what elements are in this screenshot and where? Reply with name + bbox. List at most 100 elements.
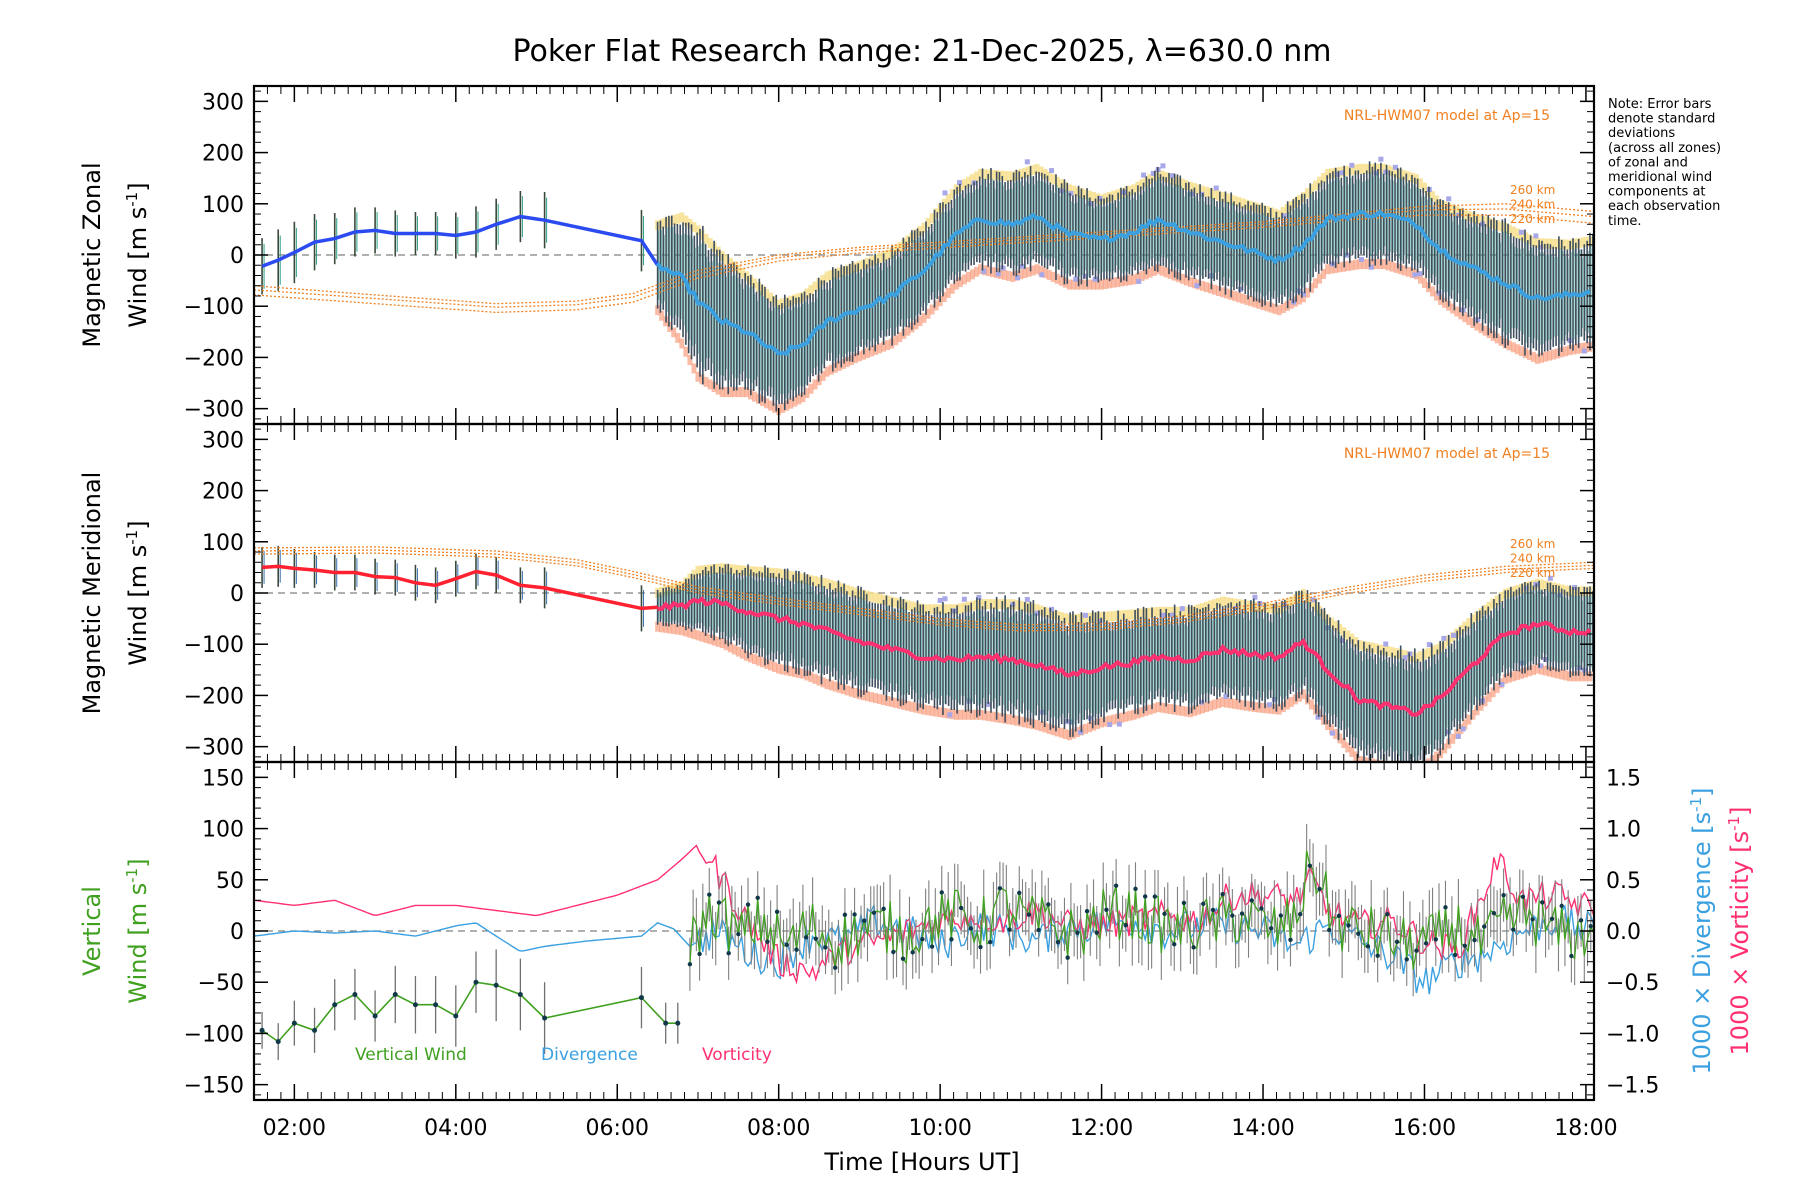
halo-mark xyxy=(800,291,806,302)
halo-mark xyxy=(1034,163,1040,174)
note-line: Note: Error bars xyxy=(1608,97,1712,112)
vertical-wind-point xyxy=(1356,931,1361,936)
x-tick-label: 18:00 xyxy=(1554,1116,1617,1141)
halo-mark xyxy=(772,568,778,579)
halo-mark xyxy=(1175,705,1181,716)
halo-mark xyxy=(1543,238,1549,249)
halo-mark xyxy=(1276,704,1282,715)
vertical-wind-point xyxy=(542,1015,548,1021)
halo-mark xyxy=(1333,728,1339,739)
halo-mark xyxy=(864,691,870,702)
halo-mark xyxy=(1228,698,1234,709)
vertical-wind-point xyxy=(1152,894,1158,899)
halo-mark xyxy=(1417,178,1423,189)
scatter-point xyxy=(947,712,953,718)
halo-mark xyxy=(1038,166,1044,177)
halo-mark xyxy=(921,312,927,323)
halo-mark xyxy=(1018,168,1024,179)
scatter-point xyxy=(1213,185,1219,191)
note-line: time. xyxy=(1608,214,1642,229)
halo-mark xyxy=(1430,191,1436,202)
scatter-point xyxy=(1446,196,1452,202)
halo-mark xyxy=(667,623,673,634)
vertical-wind-point xyxy=(1588,923,1593,929)
legend-divergence: Divergence xyxy=(541,1045,638,1065)
vertical-wind-point xyxy=(1172,942,1177,947)
halo-mark xyxy=(1530,664,1536,675)
halo-mark xyxy=(1547,238,1553,249)
scatter-point xyxy=(981,268,987,274)
halo-mark xyxy=(768,660,774,671)
halo-mark xyxy=(1155,702,1161,713)
halo-mark xyxy=(792,667,798,678)
halo-mark xyxy=(1195,704,1201,715)
halo-mark xyxy=(1191,705,1197,716)
y2-axis-label-vorticity: 1000 × Vorticity [s-1] xyxy=(1725,807,1754,1056)
halo-mark xyxy=(982,599,988,610)
halo-mark xyxy=(1518,668,1524,679)
halo-mark xyxy=(1127,710,1133,721)
halo-mark xyxy=(1050,725,1056,736)
vertical-wind-point xyxy=(823,945,828,950)
scatter-point xyxy=(1460,726,1466,732)
halo-mark xyxy=(873,693,879,704)
note-line: meridional wind xyxy=(1608,170,1712,185)
vertical-wind-point xyxy=(663,1020,669,1026)
halo-mark xyxy=(1308,184,1314,195)
halo-mark xyxy=(1272,704,1278,715)
halo-mark xyxy=(1006,599,1012,610)
scatter-point xyxy=(1150,170,1156,176)
scatter-point xyxy=(942,190,948,196)
scatter-point xyxy=(1334,171,1340,177)
halo-mark xyxy=(1575,671,1581,682)
scatter-point xyxy=(966,698,972,704)
halo-mark xyxy=(1413,652,1419,663)
halo-mark xyxy=(760,657,766,668)
halo-mark xyxy=(715,384,721,395)
x-axis-label: Time [Hours UT] xyxy=(823,1148,1019,1176)
halo-mark xyxy=(885,340,891,351)
halo-mark xyxy=(848,586,854,597)
halo-mark xyxy=(687,573,693,584)
halo-mark xyxy=(1450,303,1456,314)
halo-mark xyxy=(1526,234,1532,245)
halo-mark xyxy=(905,700,911,711)
halo-mark xyxy=(1381,259,1387,270)
halo-mark xyxy=(1066,730,1072,741)
scatter-point xyxy=(1383,169,1389,175)
halo-mark xyxy=(1547,581,1553,592)
halo-mark xyxy=(1107,278,1113,289)
halo-mark xyxy=(792,396,798,407)
halo-mark xyxy=(1385,260,1391,271)
vertical-wind-point xyxy=(517,992,523,998)
halo-mark xyxy=(852,353,858,364)
vertical-wind-point xyxy=(1055,940,1061,945)
legend-vertical-wind: Vertical Wind xyxy=(355,1045,467,1065)
halo-mark xyxy=(1510,226,1516,237)
halo-mark xyxy=(1361,259,1367,270)
halo-mark xyxy=(1216,698,1222,709)
halo-mark xyxy=(659,586,665,597)
model-altitude-label: 220 km xyxy=(1510,212,1555,226)
halo-mark xyxy=(1014,599,1020,610)
vertical-wind-point xyxy=(1201,901,1206,907)
halo-mark xyxy=(1111,277,1117,288)
scatter-point xyxy=(1107,722,1113,728)
halo-mark xyxy=(723,563,729,574)
halo-mark xyxy=(881,695,887,706)
halo-mark xyxy=(1450,204,1456,215)
halo-mark xyxy=(1163,703,1169,714)
vertical-wind-point xyxy=(433,1002,439,1008)
vertical-wind-point xyxy=(1530,917,1535,922)
halo-mark xyxy=(812,379,818,390)
halo-mark xyxy=(1369,642,1375,653)
halo-mark xyxy=(998,170,1004,181)
halo-mark xyxy=(707,564,713,575)
y-tick-label: −50 xyxy=(198,971,244,996)
halo-mark xyxy=(772,402,778,413)
scatter-point xyxy=(1441,635,1447,641)
vertical-wind-panel: Vertical Wind Divergence Vorticity 1.5 1.0 0.… xyxy=(78,760,1754,1141)
scatter-point xyxy=(1426,642,1432,648)
vertical-wind-point xyxy=(774,909,780,914)
